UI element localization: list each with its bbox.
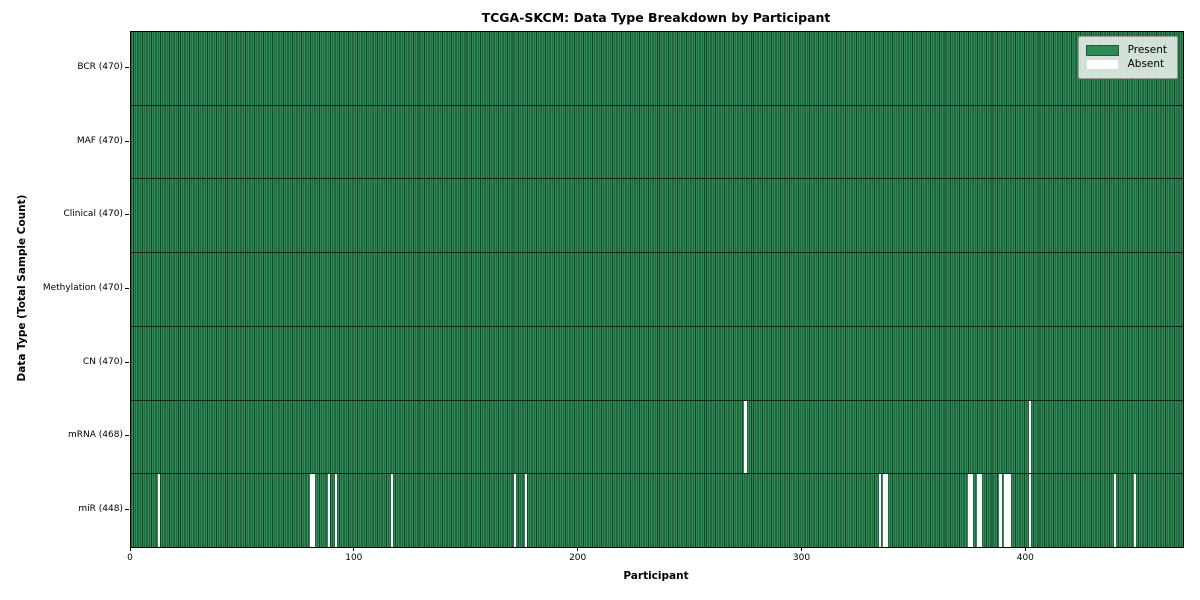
x-tick-label-0: 0 [127,553,133,563]
x-tick-label-200: 200 [569,553,587,563]
absent-mark [1113,474,1116,548]
x-tick-label-100: 100 [345,553,363,563]
absent-mark [1133,474,1137,548]
x-tick-label-400: 400 [1016,553,1034,563]
absent-mark [390,474,393,548]
x-tick-mark [129,547,131,551]
absent-mark [513,474,517,548]
legend-item-absent: Absent [1085,58,1167,71]
absent-mark [744,400,747,474]
heatmap-rows [131,32,1183,548]
heatmap-row-mrna [131,399,1183,474]
chart-title: TCGA-SKCM: Data Type Breakdown by Partic… [481,10,831,25]
legend-swatch-absent-icon [1085,59,1119,70]
y-tick-mark [125,288,129,289]
heatmap-row-mir [131,473,1183,548]
absent-mark [1006,474,1009,548]
heatmap-row-methylation [131,252,1183,326]
heatmap-plot: Present Absent [130,31,1184,548]
y-tick-mark [125,140,129,142]
y-tick-mark [125,361,129,363]
x-axis-title: Participant [623,570,689,582]
x-tick-mark [353,547,355,551]
y-tick-label-mrna: mRNA (468) [68,430,123,441]
x-tick-mark [800,547,802,551]
x-tick-mark [577,547,579,551]
legend: Present Absent [1077,36,1178,79]
absent-mark [979,474,982,548]
absent-mark [334,474,337,548]
legend-label-absent: Absent [1127,58,1165,71]
absent-mark [885,474,888,548]
absent-mark [977,474,980,548]
y-tick-mark [125,67,129,69]
heatmap-row-cn [131,325,1183,400]
y-tick-label-methylation: Methylation (470) [42,283,123,293]
absent-mark [878,474,881,548]
absent-mark [970,474,973,548]
absent-mark [999,474,1002,548]
heatmap-row-maf [131,104,1183,179]
absent-mark [312,474,315,548]
legend-label-present: Present [1127,44,1167,57]
y-tick-mark [125,508,129,510]
y-tick-label-mir: miR (448) [78,503,123,514]
absent-mark [1028,400,1031,474]
y-tick-label-clinical: Clinical (470) [63,209,123,220]
absent-mark [327,474,331,548]
y-tick-mark [125,435,129,437]
absent-mark [1008,474,1011,548]
absent-mark [310,474,313,548]
legend-swatch-present-icon [1085,45,1119,56]
heatmap-row-clinical [131,178,1183,253]
y-tick-mark [125,214,129,216]
y-tick-label-maf: MAF (470) [76,135,123,146]
absent-mark [1003,474,1007,548]
y-tick-label-bcr: BCR (470) [77,62,123,73]
absent-mark [968,474,971,548]
x-tick-mark [1024,547,1026,551]
absent-mark [883,474,886,548]
absent-mark [524,474,528,548]
absent-mark [1028,474,1031,548]
heatmap-row-bcr [131,32,1183,105]
legend-item-present: Present [1085,44,1167,57]
y-tick-label-cn: CN (470) [82,356,123,367]
absent-mark [157,474,161,548]
x-tick-label-300: 300 [792,553,811,563]
